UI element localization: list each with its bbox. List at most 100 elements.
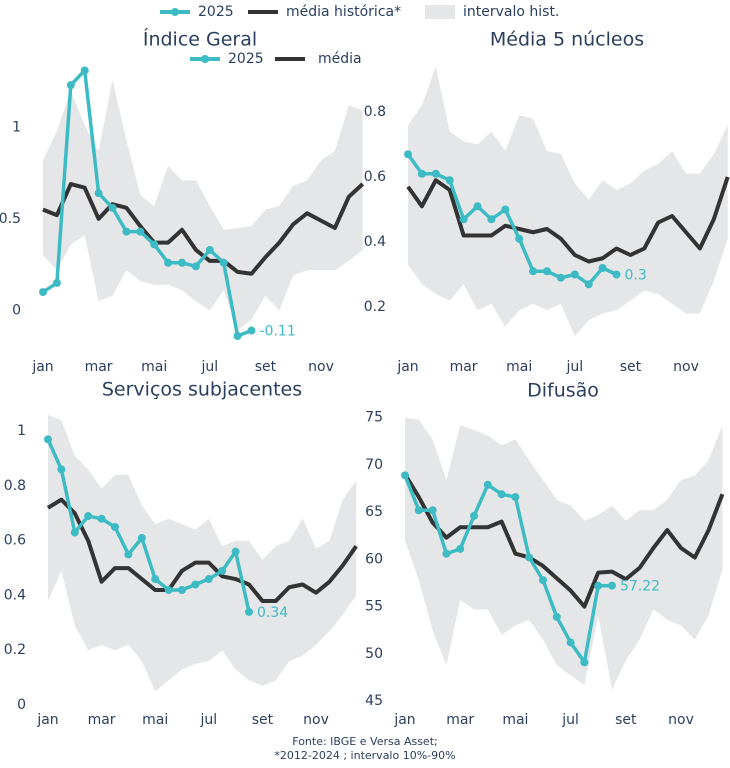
y-tick-label: 1	[17, 423, 26, 439]
series-line	[406, 153, 618, 286]
x-tick-label: jan	[36, 712, 58, 728]
series-marker	[84, 512, 93, 521]
y-tick-label: 0	[12, 302, 21, 318]
series-marker	[70, 528, 79, 537]
x-tick-label: mar	[446, 712, 474, 728]
series-line	[403, 473, 725, 609]
legend-swatch	[425, 5, 455, 19]
series-line	[46, 497, 358, 603]
y-tick-label: 0.6	[364, 169, 386, 185]
value-label: 0.3	[625, 268, 647, 284]
series-marker	[205, 245, 214, 254]
legend-label: 2025	[198, 4, 234, 20]
series-marker	[151, 575, 160, 584]
series-marker	[525, 553, 534, 562]
series-line	[42, 182, 365, 276]
series-marker	[556, 273, 565, 282]
x-tick-label: mai	[506, 359, 532, 375]
series-marker	[136, 227, 145, 236]
legend-label: média	[318, 51, 362, 67]
value-label: -0.11	[260, 324, 296, 340]
series-marker	[456, 544, 465, 553]
x-tick-label: jul	[199, 712, 217, 728]
panel-title: Média 5 núcleos	[490, 29, 644, 51]
series-marker	[39, 288, 47, 297]
y-tick-label: 55	[365, 599, 383, 615]
y-tick-label: 0.8	[364, 104, 386, 120]
x-tick-label: nov	[303, 712, 329, 728]
series-marker	[428, 506, 437, 515]
series-marker	[594, 581, 603, 590]
series-marker	[470, 511, 478, 520]
series-marker	[164, 258, 173, 267]
series-marker	[97, 514, 106, 523]
x-tick-label: set	[255, 359, 277, 375]
series-marker	[511, 493, 520, 502]
series-marker	[445, 176, 454, 185]
series-line	[46, 438, 251, 613]
series-marker	[66, 81, 75, 90]
series-marker	[483, 480, 492, 489]
legend-marker	[201, 55, 209, 63]
x-tick-label: nov	[308, 359, 334, 375]
panel-title: Difusão	[527, 380, 599, 402]
x-tick-label: jan	[31, 359, 53, 375]
series-marker	[137, 533, 146, 542]
series-marker	[124, 550, 133, 559]
series-marker	[570, 270, 579, 279]
panel-title: Serviços subjacentes	[102, 379, 302, 401]
series-marker	[204, 575, 213, 584]
y-tick-label: 60	[365, 551, 383, 567]
series-marker	[417, 169, 426, 178]
y-tick-label: 0.6	[4, 533, 26, 549]
y-tick-label: 0.4	[4, 587, 26, 603]
series-marker	[487, 215, 496, 224]
series-marker	[178, 258, 186, 267]
series-marker	[247, 326, 256, 335]
series-marker	[245, 607, 253, 616]
series-marker	[598, 264, 607, 272]
series-marker	[431, 169, 440, 178]
series-marker	[552, 612, 561, 621]
series-line	[403, 474, 613, 665]
y-tick-label: 0.8	[4, 478, 26, 494]
series-marker	[459, 215, 468, 224]
x-tick-label: mai	[141, 359, 167, 375]
series-marker	[108, 203, 117, 212]
interval-band	[43, 79, 363, 331]
legend-label: intervalo hist.	[463, 4, 559, 20]
interval-band	[48, 414, 357, 692]
series-marker	[404, 150, 412, 159]
series-marker	[580, 658, 589, 667]
x-tick-label: jul	[561, 712, 579, 728]
x-tick-label: mar	[88, 712, 116, 728]
series-marker	[497, 490, 506, 499]
interval-band	[408, 66, 728, 337]
panel-title: Índice Geral	[143, 28, 257, 51]
series-marker	[218, 566, 227, 575]
y-tick-label: 0	[17, 697, 26, 713]
series-marker	[529, 267, 538, 276]
footer-note: *2012-2024 ; intervalo 10%-90%	[274, 749, 455, 762]
series-marker	[414, 506, 423, 515]
series-marker	[80, 66, 89, 75]
value-label: 0.34	[257, 605, 288, 621]
series-marker	[94, 189, 103, 198]
interval-band	[405, 417, 723, 690]
legend-marker	[171, 8, 179, 16]
y-tick-label: 75	[365, 410, 383, 426]
series-marker	[612, 270, 621, 279]
value-label: 57.22	[620, 579, 660, 595]
series-marker	[566, 638, 575, 647]
legend-label: média histórica*	[286, 4, 401, 20]
series-marker	[191, 580, 200, 589]
series-marker	[231, 547, 240, 556]
y-tick-label: 0.5	[0, 211, 21, 227]
x-tick-label: jan	[393, 712, 415, 728]
legend-label: 2025	[228, 51, 264, 67]
series-marker	[233, 332, 242, 341]
x-tick-label: jul	[565, 359, 583, 375]
series-marker	[608, 581, 616, 590]
x-tick-label: set	[620, 359, 642, 375]
x-tick-label: set	[615, 712, 637, 728]
